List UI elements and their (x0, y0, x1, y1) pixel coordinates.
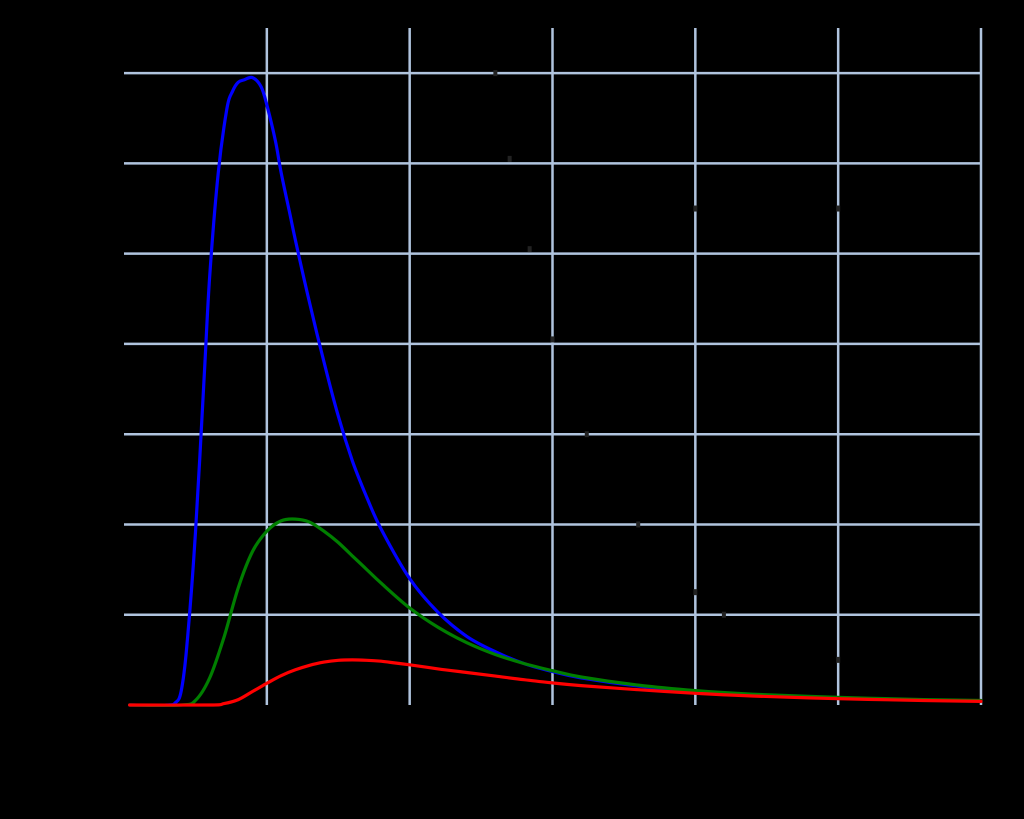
dark-marker-group (493, 70, 841, 663)
dark-marker-9 (836, 205, 841, 212)
series-group (128, 75, 983, 707)
dark-marker-8 (693, 205, 698, 212)
dark-marker-5 (636, 521, 641, 528)
dark-marker-4 (584, 431, 589, 438)
dark-marker-7 (721, 611, 726, 618)
dark-marker-3 (550, 336, 555, 343)
dark-marker-6 (693, 589, 698, 596)
dark-marker-2 (527, 246, 532, 253)
grid (124, 28, 983, 705)
series-line-1 (128, 517, 983, 707)
dark-marker-10 (836, 656, 841, 663)
dark-marker-0 (493, 70, 498, 77)
dark-marker-1 (507, 155, 512, 162)
series-line-2 (128, 658, 983, 707)
